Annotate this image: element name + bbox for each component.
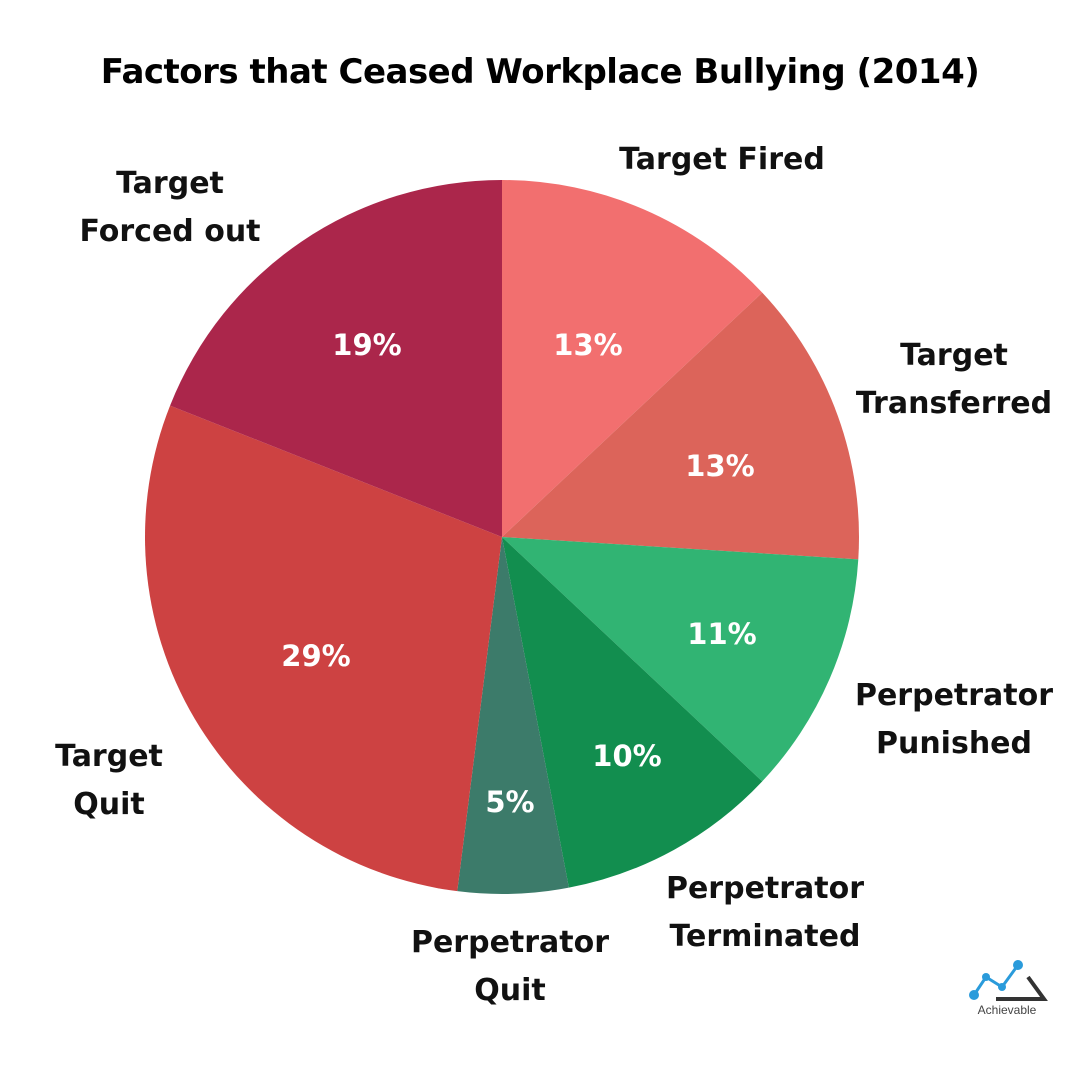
slice-label: Perpetrator Quit <box>410 925 610 1008</box>
slice-percent: 11% <box>687 617 757 651</box>
pie-slice-target-forced-out <box>170 179 502 537</box>
slice-percent: 10% <box>592 739 662 773</box>
pie-slice-perpetrator-terminated <box>502 537 763 888</box>
slice-label: Target Transferred <box>855 338 1053 421</box>
slice-percent: 13% <box>685 449 755 483</box>
pie-slice-perpetrator-quit <box>457 537 569 894</box>
achievable-logo: Achievable <box>966 955 1056 1025</box>
slice-percent: 5% <box>485 785 535 819</box>
slice-label: Perpetrator Punished <box>854 678 1054 761</box>
slice-label: Target Forced out <box>79 166 261 249</box>
pie-slice-perpetrator-punished <box>502 537 859 782</box>
slice-label: Target Quit <box>55 739 163 822</box>
slice-label: Target Fired <box>619 142 825 177</box>
logo-mark-icon <box>969 960 1048 1001</box>
chart-title: Factors that Ceased Workplace Bullying (… <box>100 52 980 92</box>
logo-text: Achievable <box>977 1003 1037 1017</box>
slice-percent: 13% <box>553 328 623 362</box>
slice-percent: 29% <box>281 639 351 673</box>
pie-slice-target-fired <box>502 180 763 537</box>
pie-slice-target-quit <box>145 405 503 892</box>
slice-percent: 19% <box>332 328 402 362</box>
slice-label: Perpetrator Terminated <box>665 871 865 954</box>
pie-slice-target-transferred <box>502 292 859 560</box>
